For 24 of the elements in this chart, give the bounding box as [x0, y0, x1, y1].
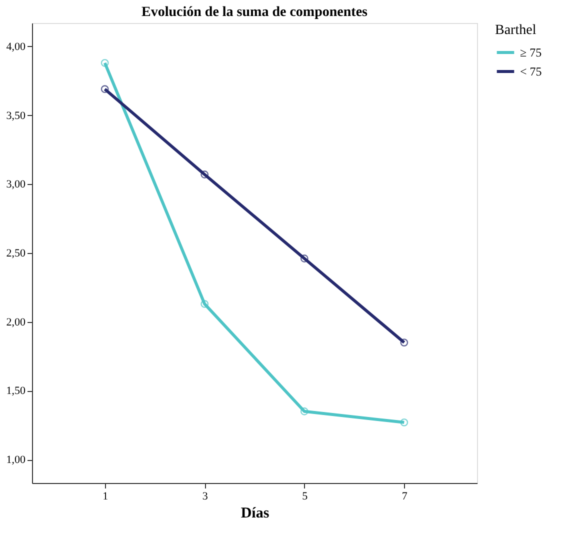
x-tick-label: 7 [402, 490, 408, 502]
point [300, 407, 308, 416]
chart-title: Evolución de la suma de componentes [142, 5, 368, 20]
point [300, 254, 308, 262]
legend-title: Barthel [495, 23, 536, 38]
x-tick-label: 1 [102, 490, 108, 502]
point [400, 338, 408, 346]
point [200, 170, 209, 178]
point [100, 85, 109, 94]
point [200, 300, 209, 308]
y-tick-label: 4,00 [6, 40, 26, 53]
x-tick-label: 5 [302, 490, 308, 502]
y-tick-label: 3,50 [6, 110, 26, 122]
y-tick-label: 2,50 [6, 248, 26, 260]
y-tick-label: 1,00 [6, 454, 26, 466]
legend-label: ≥ 75 [520, 46, 542, 60]
point [100, 58, 109, 67]
y-tick-label: 1,50 [6, 385, 26, 398]
x-axis-title: Días [240, 506, 270, 522]
x-tick-label: 3 [202, 490, 208, 502]
y-tick-label: 3,00 [6, 178, 26, 191]
legend-label: < 75 [520, 64, 542, 78]
y-tick-label: 2,00 [6, 316, 26, 328]
point [400, 418, 408, 426]
